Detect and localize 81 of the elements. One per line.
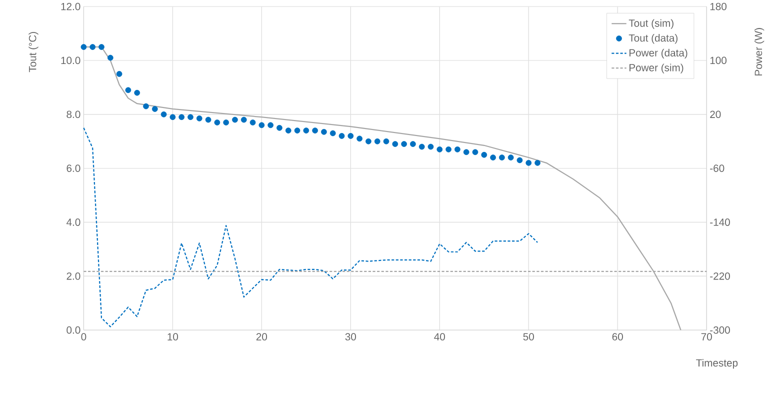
point [250,120,256,126]
point [446,146,452,152]
point [472,149,478,156]
y2-tick-label: -140 [710,218,730,226]
point [312,128,318,134]
point [188,114,194,120]
x-tick-label: 70 [701,333,712,341]
legend-label: Tout (data) [628,34,678,44]
x-axis-title: Timestep [696,359,738,369]
x-tick-label: 20 [256,333,268,341]
y2-tick-label: 20 [710,110,721,118]
x-tick-label: 0 [81,333,86,341]
point [258,122,265,128]
point [285,128,292,134]
point [90,44,96,50]
point [508,154,514,161]
point [516,157,523,164]
y-tick-label: 6.0 [66,164,80,172]
point [526,160,532,166]
point [321,129,327,135]
x-tick-label: 50 [523,333,534,341]
point [454,146,460,152]
y-tick-label: 2.0 [66,272,80,280]
point [268,122,274,128]
point [240,116,247,123]
y-tick-label: 0.0 [66,326,80,334]
point [214,120,220,126]
point [481,152,488,158]
y-tick-label: 12.0 [61,2,80,10]
x-tick-label: 40 [434,333,445,341]
x-tick-label: 60 [612,333,623,341]
point [463,149,470,156]
y2-axis-title: Power (W) [754,28,764,76]
y2-tick-label: -300 [710,326,730,334]
point [534,160,540,166]
point [392,141,398,148]
point [107,54,114,61]
point [366,138,372,144]
point [98,44,104,50]
point [223,120,230,126]
point [330,130,336,136]
point [348,133,354,139]
point [116,71,122,77]
point [276,125,282,131]
point [178,114,185,120]
point [160,112,167,118]
point [428,144,434,150]
y2-tick-label: -60 [710,164,724,172]
point [490,154,496,161]
point [80,44,87,50]
point [143,103,149,110]
y2-tick-label: 100 [710,56,727,64]
point [303,128,310,134]
point [125,87,132,94]
y-tick-label: 8.0 [66,110,80,118]
y-axis-title: Tout (°C) [28,32,38,72]
point [498,154,505,161]
legend-label: Tout (sim) [628,19,674,29]
point [294,128,300,134]
legend-label: Power (data) [630,49,688,59]
legend-label: Power (sim) [630,64,684,74]
point [383,138,390,144]
point [134,90,140,96]
point [356,136,362,142]
point [338,133,345,139]
point [205,116,212,123]
point [152,106,158,112]
point [410,141,416,148]
point [196,116,202,122]
point [170,114,176,120]
point [436,146,443,152]
point [418,144,425,150]
point [232,116,238,123]
x-tick-label: 30 [345,333,356,341]
point [374,138,380,144]
y2-tick-label: -220 [710,272,730,280]
point [401,141,407,148]
y2-tick-label: 180 [710,2,727,10]
x-tick-label: 10 [168,333,178,341]
y-tick-label: 4.0 [66,218,80,226]
y-tick-label: 10.0 [61,56,80,64]
